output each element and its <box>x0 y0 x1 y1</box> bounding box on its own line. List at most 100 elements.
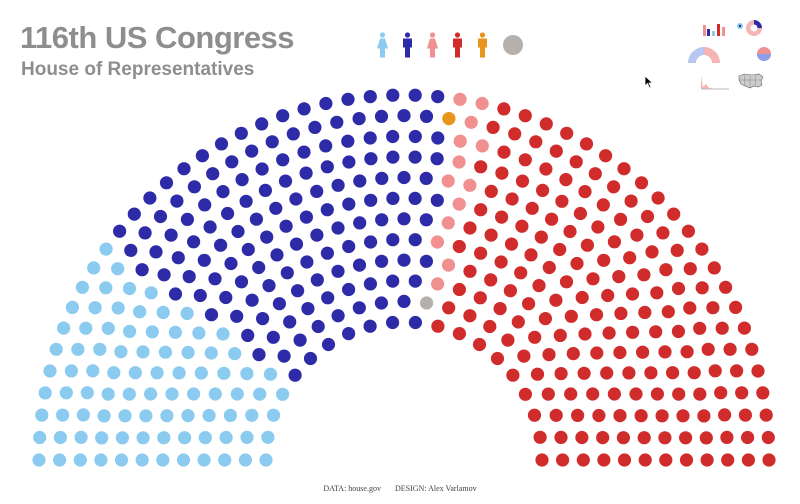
seat-dot[interactable] <box>607 387 622 401</box>
seat-dot[interactable] <box>475 96 489 111</box>
seat-dot[interactable] <box>113 224 127 238</box>
seat-dot[interactable] <box>607 180 621 194</box>
seat-dot[interactable] <box>506 368 520 382</box>
seat-dot[interactable] <box>622 366 636 380</box>
seat-dot[interactable] <box>374 296 388 310</box>
seat-dot[interactable] <box>214 137 229 151</box>
seat-dot[interactable] <box>420 296 434 310</box>
seat-dot[interactable] <box>266 330 280 344</box>
seat-dot[interactable] <box>453 134 467 148</box>
seat-dot[interactable] <box>364 235 378 249</box>
seat-dot[interactable] <box>661 305 675 319</box>
seat-dot[interactable] <box>115 431 129 445</box>
seat-dot[interactable] <box>559 275 574 289</box>
seat-dot[interactable] <box>554 430 568 444</box>
seat-dot[interactable] <box>221 206 235 221</box>
seat-dot[interactable] <box>197 453 211 467</box>
seat-dot[interactable] <box>588 167 602 181</box>
seat-dot[interactable] <box>630 228 644 242</box>
seat-dot[interactable] <box>32 453 46 467</box>
seat-dot[interactable] <box>556 453 570 467</box>
seat-dot[interactable] <box>235 173 249 187</box>
seat-dot[interactable] <box>431 277 445 291</box>
seat-dot[interactable] <box>483 319 497 334</box>
seat-dot[interactable] <box>613 409 627 423</box>
seat-dot[interactable] <box>75 280 89 294</box>
legend-item-male-republican[interactable] <box>449 32 466 58</box>
seat-dot[interactable] <box>204 308 219 322</box>
seat-dot[interactable] <box>666 366 680 380</box>
seat-dot[interactable] <box>564 387 578 401</box>
seat-dot[interactable] <box>156 453 170 467</box>
seat-dot[interactable] <box>193 288 207 303</box>
seat-dot[interactable] <box>187 180 201 194</box>
seat-dot[interactable] <box>310 184 324 198</box>
seat-dot[interactable] <box>245 144 259 158</box>
seat-dot[interactable] <box>280 266 294 280</box>
seat-dot[interactable] <box>160 409 174 423</box>
seat-dot[interactable] <box>693 321 707 335</box>
seat-dot[interactable] <box>180 212 194 226</box>
seat-dot[interactable] <box>578 185 592 199</box>
seat-dot[interactable] <box>331 221 345 235</box>
seat-dot[interactable] <box>504 237 519 251</box>
seat-dot[interactable] <box>658 431 672 445</box>
seat-dot[interactable] <box>464 115 478 129</box>
seat-dot[interactable] <box>276 153 290 167</box>
seat-dot[interactable] <box>463 178 477 192</box>
legend-item-female-republican[interactable] <box>424 32 441 58</box>
seat-dot[interactable] <box>518 109 532 123</box>
seat-dot[interactable] <box>474 160 488 174</box>
seat-dot[interactable] <box>352 258 367 272</box>
seat-dot[interactable] <box>204 346 218 360</box>
seat-dot[interactable] <box>260 230 274 244</box>
seat-dot[interactable] <box>374 109 389 123</box>
seat-dot[interactable] <box>133 305 147 319</box>
seat-dot[interactable] <box>671 281 686 296</box>
seat-dot[interactable] <box>38 386 52 400</box>
seat-dot[interactable] <box>320 246 334 260</box>
seat-dot[interactable] <box>176 453 191 467</box>
legend-item-female-democrat[interactable] <box>374 32 391 58</box>
seat-dot[interactable] <box>272 297 286 311</box>
seat-dot[interactable] <box>729 300 743 314</box>
seat-dot[interactable] <box>762 453 776 467</box>
seat-dot[interactable] <box>495 210 509 224</box>
seat-dot[interactable] <box>659 263 673 277</box>
seat-dot[interactable] <box>751 364 765 378</box>
seat-dot[interactable] <box>136 345 150 359</box>
seat-dot[interactable] <box>452 155 466 169</box>
seat-dot[interactable] <box>493 302 507 316</box>
seat-dot[interactable] <box>497 145 511 159</box>
seat-dot[interactable] <box>124 243 138 257</box>
seat-dot[interactable] <box>714 386 728 400</box>
seat-dot[interactable] <box>522 297 536 311</box>
seat-dot[interactable] <box>101 387 115 401</box>
seat-dot[interactable] <box>756 386 770 400</box>
seat-dot[interactable] <box>699 431 713 445</box>
seat-dot[interactable] <box>494 255 508 269</box>
seat-dot[interactable] <box>586 387 600 401</box>
seat-dot[interactable] <box>419 171 433 185</box>
seat-dot[interactable] <box>533 430 547 444</box>
seat-dot[interactable] <box>253 387 267 401</box>
seat-dot[interactable] <box>156 305 170 319</box>
seat-dot[interactable] <box>353 174 367 188</box>
seat-dot[interactable] <box>650 387 665 401</box>
seat-dot[interactable] <box>599 149 613 163</box>
seat-dot[interactable] <box>289 237 304 251</box>
seat-dot[interactable] <box>216 327 230 341</box>
seat-dot[interactable] <box>566 347 580 361</box>
seat-dot[interactable] <box>353 216 367 230</box>
seat-dot[interactable] <box>687 366 701 380</box>
seat-dot[interactable] <box>283 315 297 329</box>
seat-dot[interactable] <box>701 342 715 356</box>
seat-dot[interactable] <box>441 174 455 188</box>
seat-dot[interactable] <box>177 162 191 176</box>
seat-dot[interactable] <box>645 245 659 259</box>
seat-dot[interactable] <box>721 453 735 467</box>
seat-dot[interactable] <box>720 430 734 444</box>
seat-dot[interactable] <box>319 139 333 153</box>
seat-dot[interactable] <box>138 226 152 240</box>
seat-dot[interactable] <box>234 126 248 140</box>
